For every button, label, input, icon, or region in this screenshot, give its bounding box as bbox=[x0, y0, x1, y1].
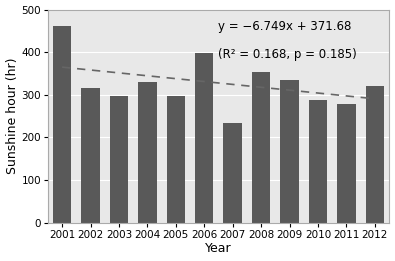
Bar bbox=[110, 96, 128, 223]
Y-axis label: Sunshine hour (hr): Sunshine hour (hr) bbox=[6, 58, 19, 174]
X-axis label: Year: Year bbox=[205, 242, 232, 256]
Bar bbox=[195, 54, 213, 223]
Bar bbox=[167, 96, 185, 223]
Bar bbox=[81, 88, 100, 223]
Bar bbox=[224, 123, 242, 223]
Bar bbox=[138, 82, 157, 223]
Text: (R² = 0.168, p = 0.185): (R² = 0.168, p = 0.185) bbox=[218, 48, 357, 61]
Bar bbox=[365, 86, 384, 223]
Text: y = −6.749x + 371.68: y = −6.749x + 371.68 bbox=[218, 20, 352, 33]
Bar bbox=[252, 72, 270, 223]
Bar bbox=[53, 26, 71, 223]
Bar bbox=[309, 100, 327, 223]
Bar bbox=[337, 104, 356, 223]
Bar bbox=[280, 80, 299, 223]
